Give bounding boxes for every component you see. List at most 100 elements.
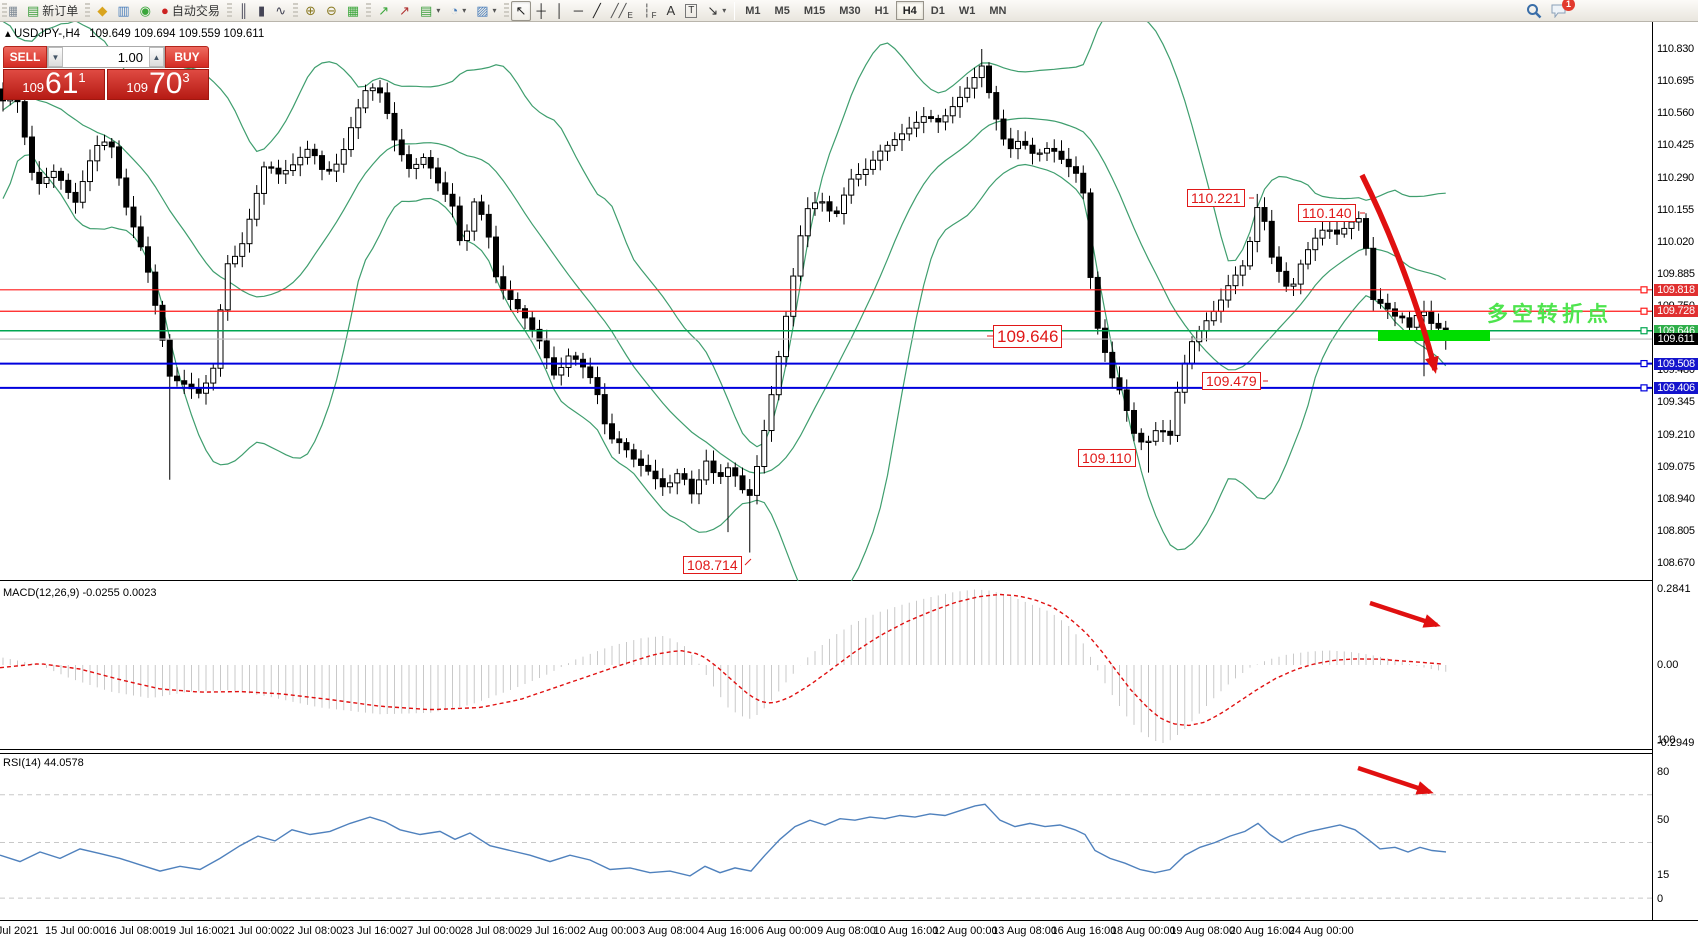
fibonacci-icon: ┆ — [642, 3, 651, 18]
candle — [1145, 440, 1152, 443]
line-anchor-handle[interactable] — [1640, 327, 1648, 335]
price-callout-label[interactable]: 110.221 — [1187, 189, 1245, 207]
timeframe-mn[interactable]: MN — [989, 4, 1007, 17]
candle — [1051, 147, 1058, 152]
add-indicator-icon-dropdown[interactable]: ▾ — [436, 6, 441, 15]
trendline-icon[interactable]: ╱ — [588, 1, 606, 21]
candlestick-chart-icon[interactable]: ▮ — [253, 1, 270, 21]
toolbar-grip — [2, 2, 7, 19]
label-icon[interactable]: T — [680, 1, 702, 21]
main-price-pane[interactable]: 110.221 110.140 109.646 109.479 109.110 108.7… — [0, 22, 1652, 581]
search-icon[interactable] — [1526, 3, 1542, 19]
tile-windows-icon[interactable]: ▦ — [342, 1, 364, 21]
text-icon[interactable]: A — [662, 1, 681, 21]
candle — [1167, 430, 1174, 436]
bid-price[interactable]: 109 61 1 — [3, 69, 105, 100]
charts-icon[interactable]: ▥ — [112, 1, 134, 21]
timeframe-m15[interactable]: M15 — [803, 4, 826, 17]
timeframe-h1[interactable]: H1 — [874, 4, 889, 17]
red-arrow-annotation[interactable] — [1359, 173, 1439, 374]
price-tick: 108.805 — [1657, 524, 1695, 537]
period-clock-icon[interactable]: ◔ ▾ — [445, 1, 471, 21]
timeframe-h4[interactable]: H4 — [895, 1, 924, 20]
timeframe-m5[interactable]: M5 — [774, 4, 790, 17]
price-tick: 110.020 — [1657, 235, 1694, 248]
vertical-line-icon[interactable]: │ — [551, 1, 569, 21]
trendline-icon: ╱ — [593, 3, 601, 18]
candle — [1276, 256, 1282, 272]
time-label: 29 Jul 16:00 — [519, 925, 580, 937]
volume-stepper[interactable]: ▼ 1.00 ▲ — [47, 46, 165, 68]
ask-price[interactable]: 109 70 3 — [107, 69, 209, 100]
chart-window[interactable]: 110.221 110.140 109.646 109.479 109.110 108.7… — [0, 22, 1698, 941]
macd-pane[interactable] — [0, 583, 1652, 750]
price-badge: 109.406 — [1654, 381, 1698, 394]
bar-chart-icon[interactable]: ║ — [234, 1, 253, 21]
autotrading-button[interactable]: ● 自动交易 — [156, 1, 225, 21]
horizontal-line-icon[interactable]: ─ — [569, 1, 588, 21]
candle — [1102, 327, 1108, 353]
arrows-icon-dropdown[interactable]: ▾ — [722, 6, 727, 15]
price-callout-label[interactable]: 109.646 — [993, 325, 1063, 348]
ask-prefix: 109 — [126, 80, 149, 95]
indicator-next-icon[interactable]: ↗ — [373, 1, 394, 21]
candle — [442, 182, 449, 195]
add-indicator-icon[interactable]: ▤ ▾ — [415, 1, 445, 21]
line-anchor-handle[interactable] — [1640, 384, 1648, 392]
candle — [1377, 298, 1384, 304]
market-watch-icon[interactable]: ◆ — [92, 1, 112, 21]
line-anchor-handle[interactable] — [1640, 286, 1648, 294]
candle — [514, 298, 521, 310]
volume-value[interactable]: 1.00 — [117, 49, 143, 65]
cursor-icon[interactable]: ↖ — [510, 0, 532, 21]
time-label: 12 Aug 00:00 — [932, 925, 998, 937]
timeframe-m1[interactable]: M1 — [745, 4, 761, 17]
new-order-button[interactable]: ▤ 新订单 — [22, 1, 83, 21]
template-icon-dropdown[interactable]: ▾ — [492, 6, 497, 15]
line-anchor-handle[interactable] — [1640, 359, 1648, 368]
price-callout-label[interactable]: 109.479 — [1202, 372, 1261, 390]
candle — [754, 466, 760, 496]
candle — [369, 87, 376, 92]
chart-window-icon[interactable]: ▦ — [8, 1, 22, 21]
chat-icon[interactable]: 1 — [1550, 0, 1575, 19]
fibonacci-icon[interactable]: ┆ F — [642, 3, 657, 20]
zoom-in-icon[interactable]: ⊕ — [300, 1, 321, 21]
price-callout-label[interactable]: 108.714 — [683, 556, 742, 574]
price-callout-label[interactable]: 109.110 — [1078, 449, 1136, 467]
volume-increase-button[interactable]: ▲ — [149, 47, 164, 67]
volume-decrease-button[interactable]: ▼ — [48, 47, 63, 67]
template-icon[interactable]: ▨ ▾ — [471, 1, 501, 21]
sell-button[interactable]: SELL — [3, 46, 47, 68]
candle — [819, 201, 826, 204]
time-label: 24 Aug 00:00 — [1288, 925, 1354, 937]
price-callout-label[interactable]: 110.140 — [1298, 204, 1356, 222]
candle — [116, 146, 122, 179]
channel-icon[interactable]: ╱╱ E — [610, 3, 633, 20]
buy-button[interactable]: BUY — [165, 46, 209, 68]
green-highlight-bar[interactable] — [1378, 330, 1490, 341]
candle — [108, 141, 115, 148]
candle — [920, 116, 927, 123]
timeframe-w1[interactable]: W1 — [958, 4, 976, 17]
red-arrow-annotation[interactable] — [1357, 765, 1434, 795]
rsi-pane[interactable] — [0, 753, 1652, 920]
candle — [587, 366, 594, 379]
arrows-icon[interactable]: ↘ ▾ — [702, 1, 731, 21]
candle — [1421, 311, 1427, 317]
line-anchor-handle[interactable] — [1640, 307, 1648, 315]
indicator-prev-icon[interactable]: ↗ — [394, 1, 415, 21]
red-arrow-annotation[interactable] — [1369, 600, 1441, 628]
period-clock-icon-dropdown[interactable]: ▾ — [462, 6, 467, 15]
signals-icon[interactable]: ◉ — [135, 1, 156, 21]
line-chart-icon[interactable]: ∿ — [270, 1, 291, 21]
price-tick: 109.885 — [1657, 267, 1695, 280]
autotrading-button: ● — [160, 3, 169, 18]
crosshair-icon[interactable]: ┼ — [531, 1, 550, 21]
timeframe-d1[interactable]: D1 — [930, 4, 945, 17]
timeframe-m30[interactable]: M30 — [839, 4, 861, 17]
macd-svg — [0, 589, 1447, 744]
candle — [1247, 240, 1253, 267]
zoom-out-icon[interactable]: ⊖ — [321, 1, 342, 21]
candle — [65, 179, 72, 193]
